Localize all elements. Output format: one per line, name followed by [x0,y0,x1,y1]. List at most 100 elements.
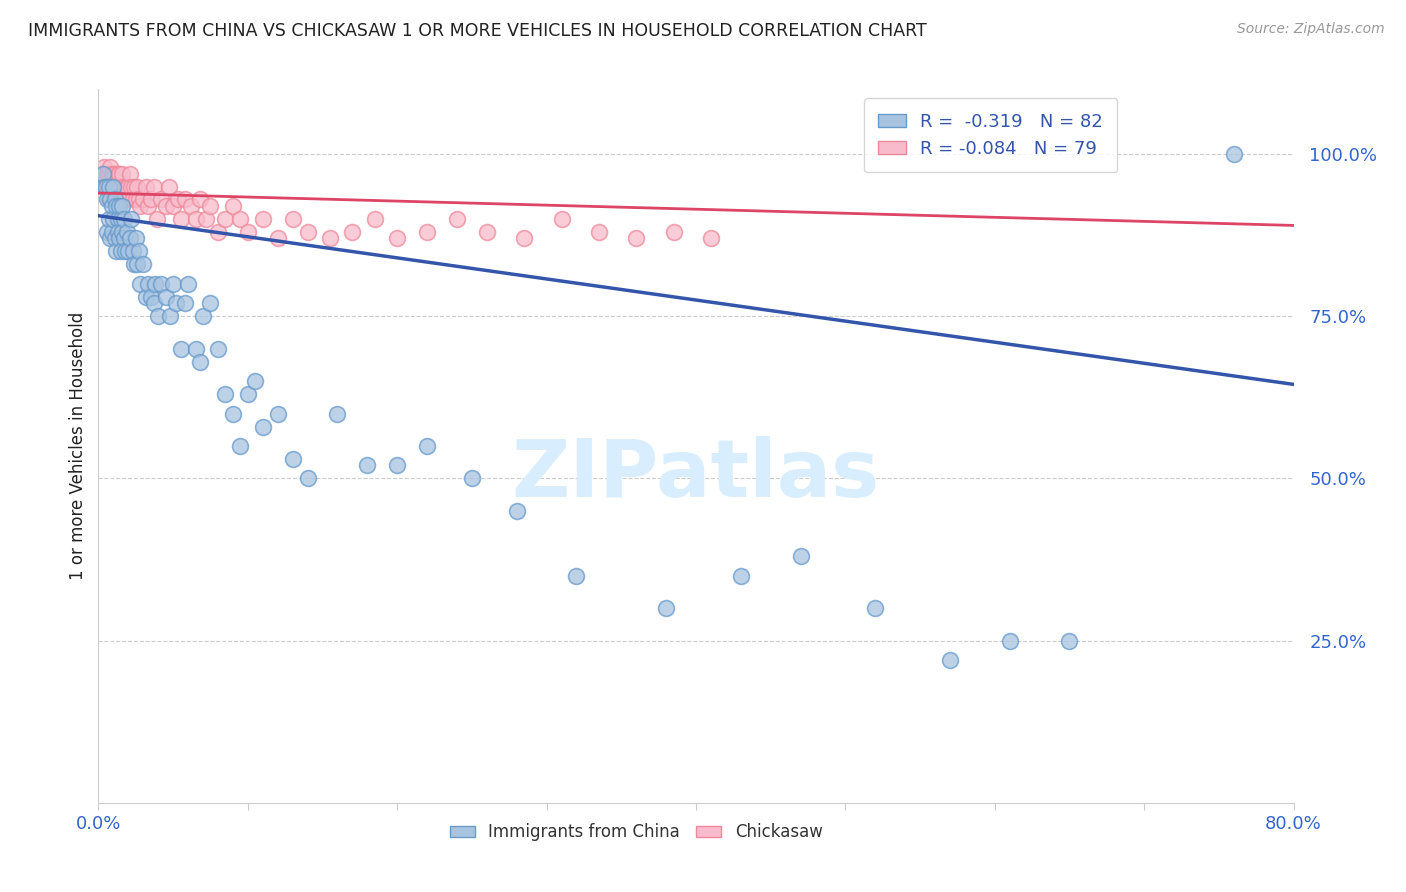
Point [177,277,200,291]
Point [108,199,131,213]
Point [174,193,197,207]
Point [112,211,135,226]
Point [188,354,211,368]
Point [96,179,118,194]
Point [730,568,752,582]
Point [108,167,131,181]
Point [111,225,134,239]
Point [319,231,342,245]
Point [124,179,146,194]
Point [101,167,124,181]
Point [103,167,125,181]
Point [111,179,134,194]
Point [97,211,120,226]
Point [98,179,122,194]
Point [169,342,191,356]
Point [93,179,115,194]
Point [97,167,120,181]
Point [115,225,138,239]
Point [93,179,115,194]
Point [191,310,214,324]
Point [385,231,409,245]
Point [169,211,191,226]
Point [180,199,202,213]
Point [655,601,678,615]
Point [110,244,132,259]
Point [229,439,252,453]
Point [326,407,349,421]
Point [124,257,146,271]
Point [550,211,572,226]
Point [939,653,962,667]
Point [121,244,143,259]
Point [117,244,139,259]
Point [111,199,134,213]
Point [142,296,165,310]
Point [157,179,180,194]
Point [174,296,197,310]
Point [461,471,484,485]
Point [120,179,142,194]
Point [98,160,122,174]
Point [94,179,117,194]
Point [107,179,129,194]
Point [998,633,1021,648]
Point [222,407,245,421]
Y-axis label: 1 or more Vehicles in Household: 1 or more Vehicles in Household [69,312,87,580]
Point [94,179,117,194]
Point [162,277,184,291]
Point [159,310,181,324]
Point [200,296,222,310]
Point [115,179,138,194]
Point [155,199,177,213]
Text: IMMIGRANTS FROM CHINA VS CHICKASAW 1 OR MORE VEHICLES IN HOUSEHOLD CORRELATION C: IMMIGRANTS FROM CHINA VS CHICKASAW 1 OR … [28,22,927,40]
Point [107,167,129,181]
Point [700,231,723,245]
Point [105,244,128,259]
Point [129,199,152,213]
Point [96,225,118,239]
Point [385,458,409,473]
Point [91,167,114,181]
Point [104,193,127,207]
Point [662,225,685,239]
Point [96,167,118,181]
Point [135,179,157,194]
Text: Source: ZipAtlas.com: Source: ZipAtlas.com [1237,22,1385,37]
Point [297,471,319,485]
Point [101,199,124,213]
Point [281,452,304,467]
Point [588,225,610,239]
Point [110,211,132,226]
Point [128,244,150,259]
Point [143,277,166,291]
Point [150,193,173,207]
Point [107,211,129,226]
Point [789,549,811,564]
Point [132,193,155,207]
Point [94,167,117,181]
Point [117,179,139,194]
Point [155,290,177,304]
Point [132,257,155,271]
Point [342,225,364,239]
Point [105,179,128,194]
Point [110,179,132,194]
Point [120,211,142,226]
Point [222,199,245,213]
Point [139,193,162,207]
Point [267,231,290,245]
Point [416,439,439,453]
Point [136,277,159,291]
Point [97,179,120,194]
Point [229,211,252,226]
Point [475,225,498,239]
Point [104,167,127,181]
Point [128,193,150,207]
Point [118,231,141,245]
Point [416,225,439,239]
Point [364,211,387,226]
Point [165,296,187,310]
Point [1059,633,1081,648]
Point [121,193,143,207]
